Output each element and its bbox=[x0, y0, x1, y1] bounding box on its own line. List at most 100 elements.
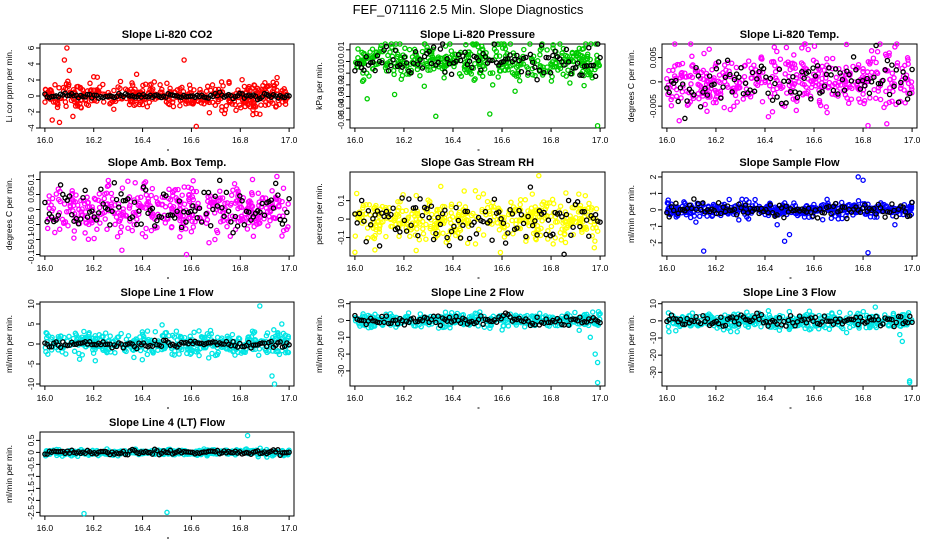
data-point bbox=[591, 244, 598, 251]
data-point bbox=[212, 102, 219, 108]
x-tick-label: 16.8 bbox=[543, 393, 560, 403]
reference-point bbox=[487, 57, 493, 64]
y-tick-label: -10 bbox=[336, 331, 346, 344]
data-point bbox=[379, 57, 385, 64]
outlier-point bbox=[181, 57, 187, 63]
reference-point bbox=[446, 242, 453, 249]
data-point bbox=[508, 199, 514, 206]
data-point bbox=[71, 228, 78, 234]
x-tick-label: 16.8 bbox=[232, 135, 249, 145]
data-point bbox=[191, 87, 197, 93]
x-tick-label: 16.2 bbox=[85, 263, 102, 273]
reference-point bbox=[228, 219, 234, 225]
data-series-points bbox=[664, 174, 915, 256]
outlier-point bbox=[269, 373, 275, 379]
reference-point bbox=[695, 73, 702, 79]
data-point bbox=[480, 191, 487, 197]
outlier-point bbox=[193, 123, 200, 130]
reference-point bbox=[529, 59, 536, 65]
data-point bbox=[765, 113, 772, 120]
data-point bbox=[196, 328, 202, 334]
data-point bbox=[119, 185, 126, 191]
data-point bbox=[461, 188, 467, 194]
reference-point bbox=[442, 207, 448, 213]
y-tick-label: -10 bbox=[648, 332, 658, 345]
reference-point bbox=[830, 87, 837, 94]
reference-point bbox=[442, 69, 448, 75]
reference-point bbox=[399, 195, 405, 201]
data-point bbox=[562, 52, 569, 59]
outlier-point bbox=[271, 381, 278, 387]
reference-point bbox=[561, 62, 567, 68]
data-point bbox=[183, 101, 189, 107]
reference-point bbox=[828, 72, 834, 78]
data-point bbox=[63, 103, 69, 110]
data-point bbox=[196, 352, 202, 359]
reference-point bbox=[489, 57, 495, 64]
data-point bbox=[470, 42, 477, 48]
reference-point bbox=[219, 205, 225, 211]
outlier-point bbox=[66, 67, 73, 74]
reference-point bbox=[372, 67, 378, 74]
data-point bbox=[159, 322, 165, 328]
reference-point bbox=[776, 66, 783, 73]
x-tick-label: 16.8 bbox=[543, 135, 560, 145]
reference-point bbox=[272, 180, 279, 187]
data-point bbox=[273, 80, 280, 87]
data-point bbox=[91, 235, 97, 242]
x-tick-label: 17.0 bbox=[592, 135, 609, 145]
data-point bbox=[803, 84, 809, 90]
data-point bbox=[263, 332, 270, 339]
y-tick-label: 0.05 bbox=[26, 186, 36, 203]
data-point bbox=[43, 329, 49, 336]
data-point bbox=[214, 334, 221, 341]
reference-point bbox=[376, 243, 383, 249]
reference-point bbox=[718, 95, 724, 101]
chart-title: Slope Li-820 Temp. bbox=[740, 29, 839, 41]
reference-point bbox=[399, 64, 405, 70]
data-point bbox=[835, 216, 842, 222]
reference-point bbox=[42, 199, 48, 206]
reference-point bbox=[80, 194, 86, 201]
data-point bbox=[537, 47, 544, 53]
outlier-point bbox=[592, 351, 598, 357]
reference-point bbox=[75, 221, 82, 227]
reference-point bbox=[417, 196, 423, 202]
reference-point bbox=[873, 42, 879, 49]
reference-point bbox=[695, 200, 702, 207]
data-point bbox=[391, 91, 398, 98]
reference-point bbox=[893, 213, 900, 220]
reference-point bbox=[823, 71, 830, 78]
data-point bbox=[125, 178, 131, 184]
data-point bbox=[405, 310, 412, 316]
reference-point bbox=[884, 57, 891, 64]
data-point bbox=[111, 87, 117, 94]
data-point bbox=[842, 92, 849, 98]
data-point bbox=[363, 201, 369, 208]
y-tick-label: -20 bbox=[648, 349, 658, 362]
data-point bbox=[142, 233, 149, 240]
reference-point bbox=[426, 214, 432, 221]
data-point bbox=[239, 76, 245, 83]
data-point bbox=[417, 72, 423, 79]
data-point bbox=[664, 75, 670, 82]
reference-point bbox=[397, 229, 403, 235]
data-point bbox=[783, 61, 789, 67]
data-point bbox=[398, 76, 405, 82]
chart-title: Slope Li-820 Pressure bbox=[420, 29, 535, 41]
data-point bbox=[424, 62, 430, 69]
reference-point bbox=[457, 57, 464, 64]
data-point bbox=[751, 62, 757, 68]
data-point bbox=[146, 99, 153, 106]
y-tick-label: 0 bbox=[648, 79, 658, 84]
outlier-point bbox=[183, 251, 190, 258]
data-point bbox=[579, 56, 585, 62]
data-point bbox=[424, 44, 430, 50]
reference-point bbox=[142, 187, 149, 193]
data-point bbox=[550, 241, 556, 247]
reference-point bbox=[769, 97, 776, 103]
reference-point bbox=[370, 59, 376, 65]
reference-point bbox=[765, 90, 771, 96]
reference-point bbox=[900, 69, 906, 75]
